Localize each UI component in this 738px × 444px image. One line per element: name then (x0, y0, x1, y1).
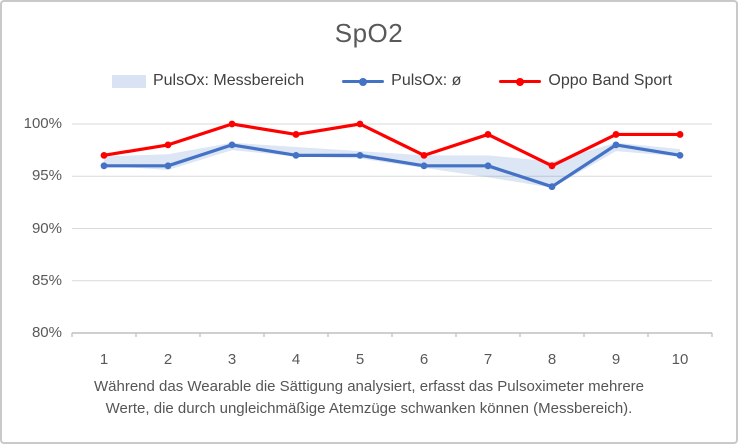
x-axis-label: 9 (611, 351, 621, 368)
legend-item-oppo-band: Oppo Band Sport (499, 72, 672, 90)
x-axis-label: 2 (163, 351, 173, 368)
x-axis-label: 6 (419, 351, 429, 368)
blue-line-swatch-icon (342, 75, 385, 88)
caption-line-1: Während das Wearable die Sättigung analy… (94, 378, 644, 395)
caption-line-2: Werte, die durch ungleichmäßige Atemzüge… (105, 400, 633, 417)
x-axis-label: 7 (483, 351, 493, 368)
y-axis-label: 80% (31, 324, 62, 341)
legend-item-messbereich: PulsOx: Messbereich (111, 72, 305, 90)
legend-label-pulsox-avg: PulsOx: ø (391, 72, 462, 89)
y-axis-label: 100% (23, 115, 62, 132)
legend-item-pulsox-avg: PulsOx: ø (342, 72, 461, 90)
band-swatch-icon (111, 74, 146, 88)
x-axis-label: 5 (355, 351, 365, 368)
legend-label-messbereich: PulsOx: Messbereich (152, 72, 305, 89)
x-axis-label: 3 (227, 351, 237, 368)
y-axis-label: 85% (31, 271, 62, 289)
red-line-swatch-icon (499, 75, 542, 88)
x-axis-label: 8 (547, 351, 557, 368)
chart-caption: Während das Wearable die Sättigung analy… (49, 376, 689, 420)
chart-title: SpO2 (334, 18, 404, 48)
x-axis-label: 1 (99, 351, 109, 368)
y-axis-label: 95% (31, 167, 62, 185)
chart-legend: PulsOx: Messbereich PulsOx: ø Oppo Band … (72, 68, 712, 94)
legend-label-oppo-band: Oppo Band Sport (548, 72, 673, 89)
x-axis-label: 4 (291, 351, 301, 368)
x-axis-label: 10 (671, 351, 689, 368)
y-axis-label: 90% (31, 219, 62, 237)
